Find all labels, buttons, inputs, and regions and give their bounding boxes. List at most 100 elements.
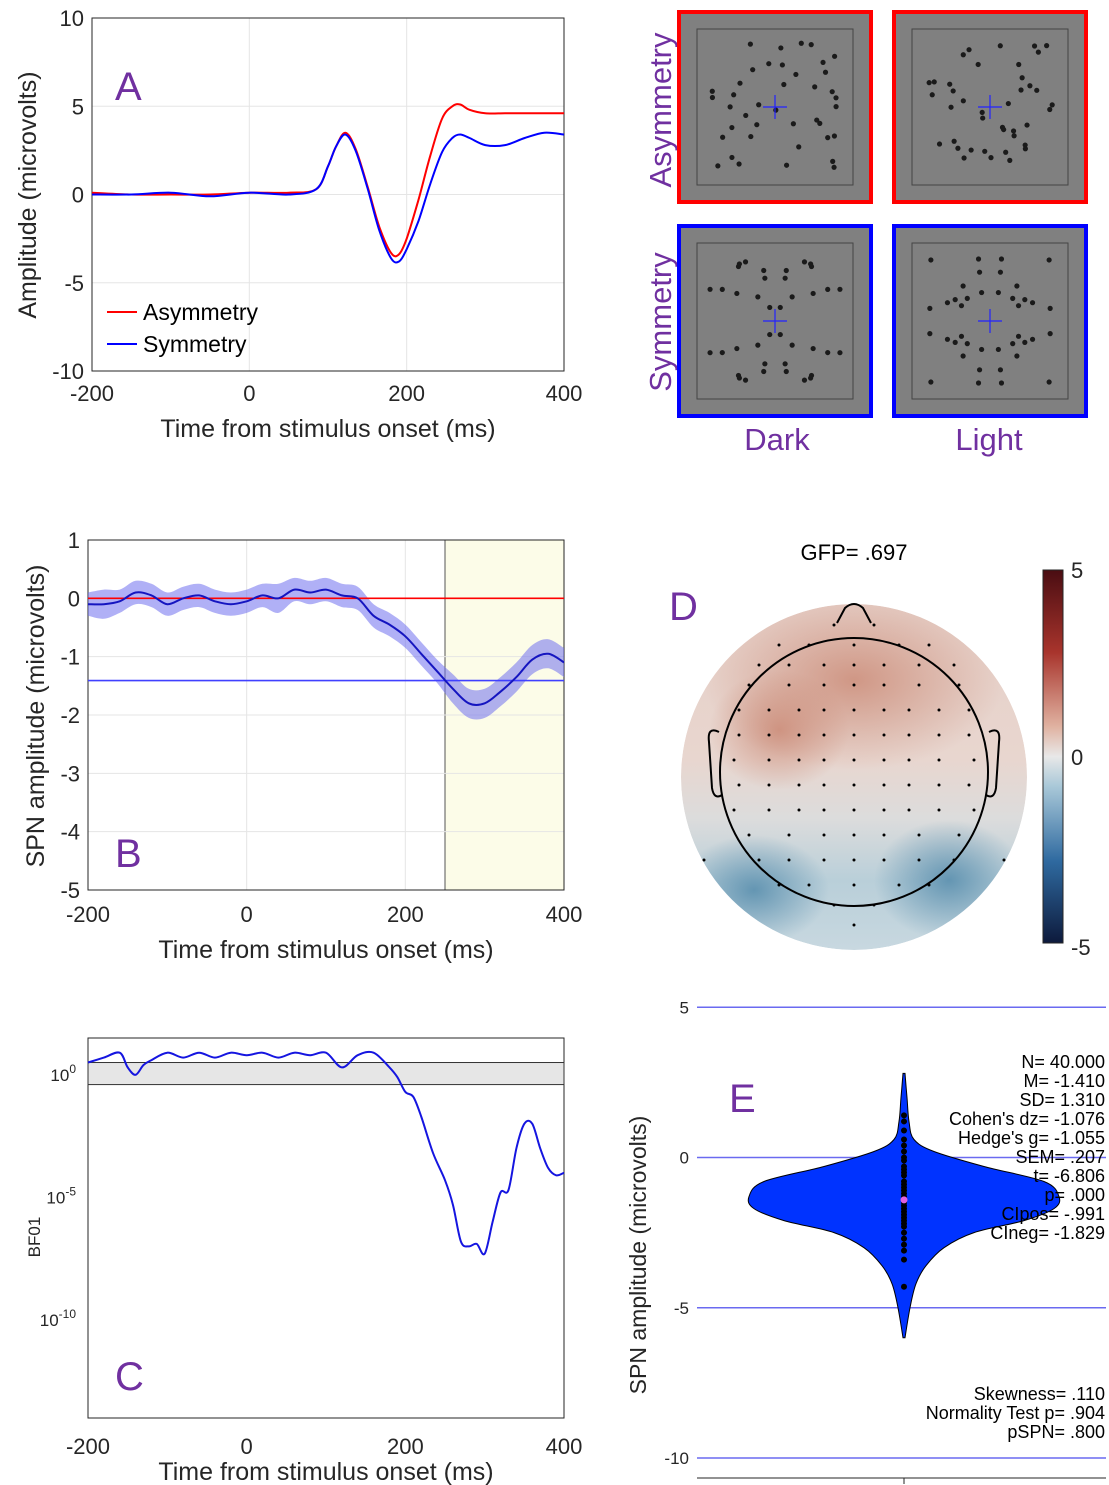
y-tick-label: -5 [674, 1299, 689, 1318]
participant-point [901, 1157, 907, 1164]
y-tick-label: 1 [68, 528, 80, 553]
y-tick-label: 0 [72, 183, 84, 208]
legend: Asymmetry Symmetry [107, 299, 259, 357]
y-axis-label: BF01 [25, 1217, 44, 1258]
electrode-sites [702, 623, 1006, 927]
y-tick-label: -2 [60, 703, 80, 728]
y-tick-label: -5 [60, 878, 80, 903]
participant-point [901, 1118, 907, 1125]
stat-line: pSPN= .800 [1007, 1422, 1105, 1442]
stimulus-tile [892, 224, 1088, 418]
colorbar-tick-mid: 0 [1071, 745, 1083, 770]
stat-line: p= .000 [1044, 1185, 1105, 1205]
y-tick-label: 100 [50, 1062, 76, 1085]
legend-symmetry: Symmetry [143, 331, 247, 357]
participant-point [901, 1142, 907, 1149]
participant-point [901, 1172, 907, 1179]
panel-b-chart: -200 0 200 400 1 0 -1 -2 -3 -4 -5 B Time from stim… [22, 528, 583, 964]
y-tick-label: 10-10 [40, 1307, 77, 1330]
participant-point [901, 1256, 907, 1263]
y-tick-label: -10 [664, 1449, 689, 1468]
col-label-dark: Dark [744, 422, 810, 457]
y-axis-label: SPN amplitude (microvolts) [22, 565, 50, 868]
x-tick-label: 200 [388, 381, 425, 406]
participant-point [901, 1247, 907, 1254]
series-line-asymmetry [91, 103, 564, 258]
participant-point [901, 1235, 907, 1242]
panel-c-chart: -200 0 200 400 100 10-5 10-10 C Time from stim… [25, 1037, 583, 1485]
x-tick-label: -200 [70, 381, 114, 406]
confidence-band [88, 577, 564, 720]
x-tick-label: 200 [387, 902, 424, 927]
y-tick-label: -1 [60, 645, 80, 670]
colorbar-tick-top: 5 [1071, 558, 1083, 583]
topography-map [681, 604, 1027, 950]
stat-line: t= -6.806 [1033, 1166, 1105, 1186]
x-tick-label: 400 [546, 1434, 583, 1459]
participant-point [901, 1241, 907, 1248]
gfp-title: GFP= .697 [800, 540, 907, 565]
panel-d-topomap: GFP= .697 D 5 0 -5 [669, 540, 1091, 960]
y-tick-label: 5 [680, 1000, 689, 1017]
col-label-light: Light [955, 422, 1023, 457]
stat-line: CIneg= -1.829 [990, 1223, 1105, 1243]
stimulus-tile [892, 10, 1088, 204]
colorbar-tick-bottom: -5 [1071, 935, 1091, 960]
x-tick-label: 400 [546, 902, 583, 927]
colorbar [1042, 569, 1064, 944]
y-tick-label: 0 [68, 586, 80, 611]
row-label-symmetry: Symmetry [643, 252, 678, 392]
x-axis-label: Time from stimulus onset (ms) [158, 1458, 493, 1485]
x-axis-label: Time from stimulus onset (ms) [160, 415, 495, 443]
panel-letter-e: E [729, 1077, 756, 1121]
y-tick-label: 0 [680, 1149, 689, 1168]
difference-wave-line [87, 588, 565, 706]
y-tick-label: 10 [60, 6, 84, 31]
participant-point [901, 1136, 907, 1143]
y-tick-label: 10-5 [46, 1184, 76, 1207]
head-outline [707, 603, 1001, 907]
row-label-asymmetry: Asymmetry [643, 32, 678, 188]
participant-point [901, 1148, 907, 1155]
x-tick-label: 200 [387, 1434, 424, 1459]
x-tick-label: 0 [241, 902, 253, 927]
stat-line: SD= 1.310 [1019, 1090, 1105, 1110]
series-line-symmetry [91, 131, 565, 264]
stimulus-examples: Asymmetry Symmetry Dark Light [643, 10, 1088, 457]
stat-line: Skewness= .110 [974, 1384, 1105, 1404]
y-tick-label: -3 [60, 761, 80, 786]
legend-asymmetry: Asymmetry [143, 299, 259, 325]
panel-letter-a: A [115, 65, 142, 109]
x-tick-label: 0 [243, 381, 255, 406]
participant-point [901, 1223, 907, 1230]
mean-point [900, 1196, 908, 1204]
x-tick-label: -200 [66, 1434, 110, 1459]
x-tick-label: 0 [241, 1434, 253, 1459]
stimulus-tile [677, 10, 873, 204]
participant-point [901, 1283, 907, 1290]
y-tick-label: -4 [60, 820, 80, 845]
panel-a-chart: -200 0 200 400 10 5 0 -5 -10 A Asymmetry Symmetr… [14, 6, 583, 443]
panel-letter-c: C [115, 1355, 144, 1399]
panel-letter-b: B [115, 832, 142, 876]
stimulus-tile [677, 224, 873, 418]
participant-point [901, 1229, 907, 1236]
stat-line: Normality Test p= .904 [926, 1403, 1105, 1423]
y-tick-label: 5 [72, 94, 84, 119]
x-tick-label: -200 [66, 902, 110, 927]
stat-line: Cohen's dz= -1.076 [949, 1109, 1105, 1129]
bayes-factor-line [87, 1050, 565, 1256]
y-axis-label: Amplitude (microvolts) [14, 71, 42, 318]
y-axis-label: SPN amplitude (microvolts) [625, 1116, 651, 1395]
participant-point [901, 1127, 907, 1134]
stat-line: M= -1.410 [1023, 1071, 1105, 1091]
stat-line: Hedge's g= -1.055 [958, 1128, 1105, 1148]
x-tick-label: 400 [546, 381, 583, 406]
y-tick-label: -10 [52, 359, 84, 384]
stat-line: SEM= .207 [1015, 1147, 1105, 1167]
x-axis-label: Time from stimulus onset (ms) [158, 936, 493, 964]
